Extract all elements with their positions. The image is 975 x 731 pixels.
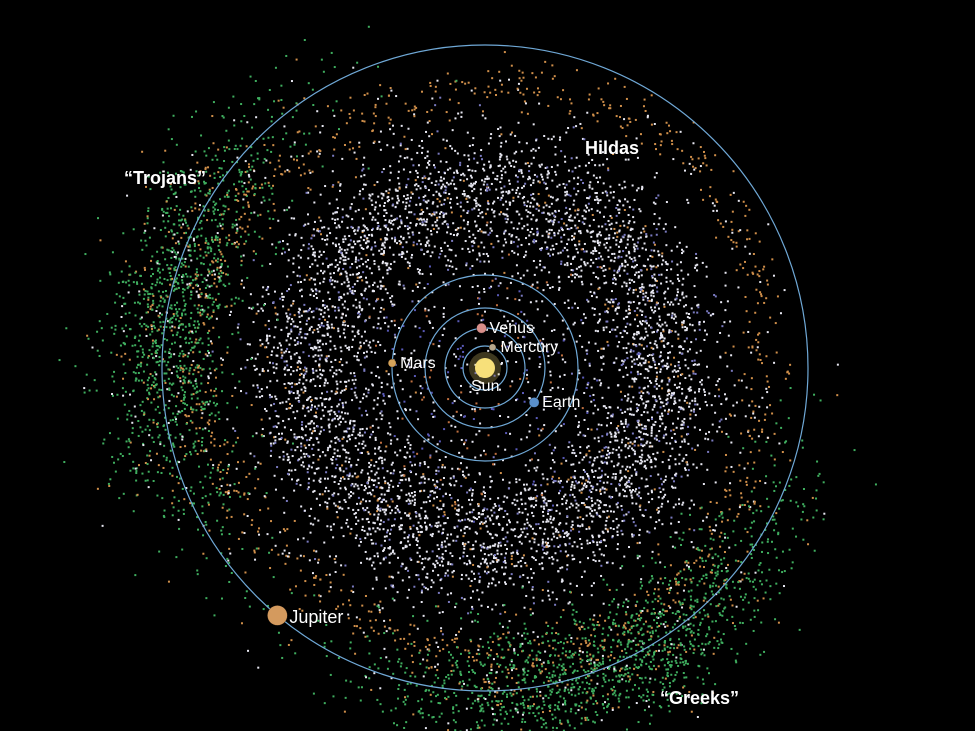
solar-system-diagram: SunMercuryVenusEarthMarsJupiterHildas“Tr… [0,0,975,731]
planet-venus [477,323,487,333]
planet-mars [388,359,396,367]
planet-earth [529,397,539,407]
planet-mercury [489,344,496,351]
planet-jupiter [267,605,287,625]
diagram-canvas [0,0,975,731]
sun [469,352,501,384]
